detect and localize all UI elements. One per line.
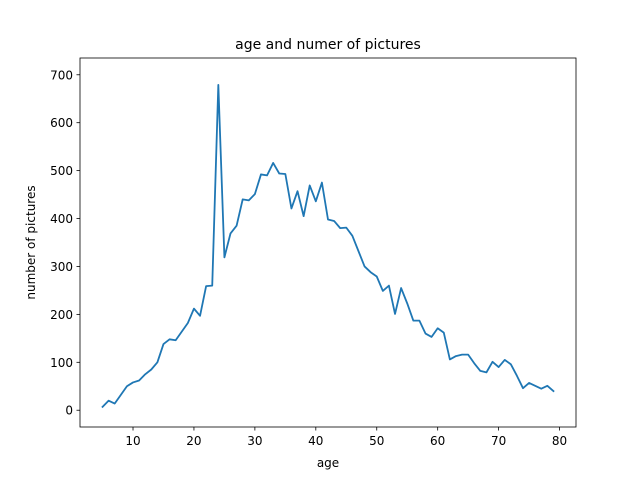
- axes-frame: [79, 57, 577, 428]
- y-tick-label: 0: [65, 404, 73, 418]
- x-tick-label: 50: [369, 434, 384, 448]
- plot-area: 10 20 30 40 50 60 70 80 0 100 200 300 400 500 600 700: [50, 57, 577, 448]
- y-tick-label: 100: [50, 356, 73, 370]
- y-tick-label: 300: [50, 260, 73, 274]
- x-tick-label: 20: [186, 434, 201, 448]
- y-tick-label: 700: [50, 68, 73, 82]
- x-tick-label: 40: [308, 434, 323, 448]
- y-axis-label: number of pictures: [24, 185, 38, 299]
- chart-title: age and numer of pictures: [235, 37, 421, 53]
- x-axis-ticks: 10 20 30 40 50 60 70 80: [125, 427, 567, 448]
- y-tick-label: 400: [50, 212, 73, 226]
- x-tick-label: 60: [430, 434, 445, 448]
- y-axis-ticks: 0 100 200 300 400 500 600 700: [50, 68, 80, 418]
- series-line: [101, 83, 555, 409]
- y-tick-label: 200: [50, 308, 73, 322]
- x-tick-label: 70: [491, 434, 506, 448]
- x-axis-label: age: [317, 456, 339, 470]
- x-tick-label: 80: [552, 434, 567, 448]
- x-tick-label: 30: [247, 434, 262, 448]
- x-tick-label: 10: [125, 434, 140, 448]
- y-tick-label: 600: [50, 116, 73, 130]
- y-tick-label: 500: [50, 164, 73, 178]
